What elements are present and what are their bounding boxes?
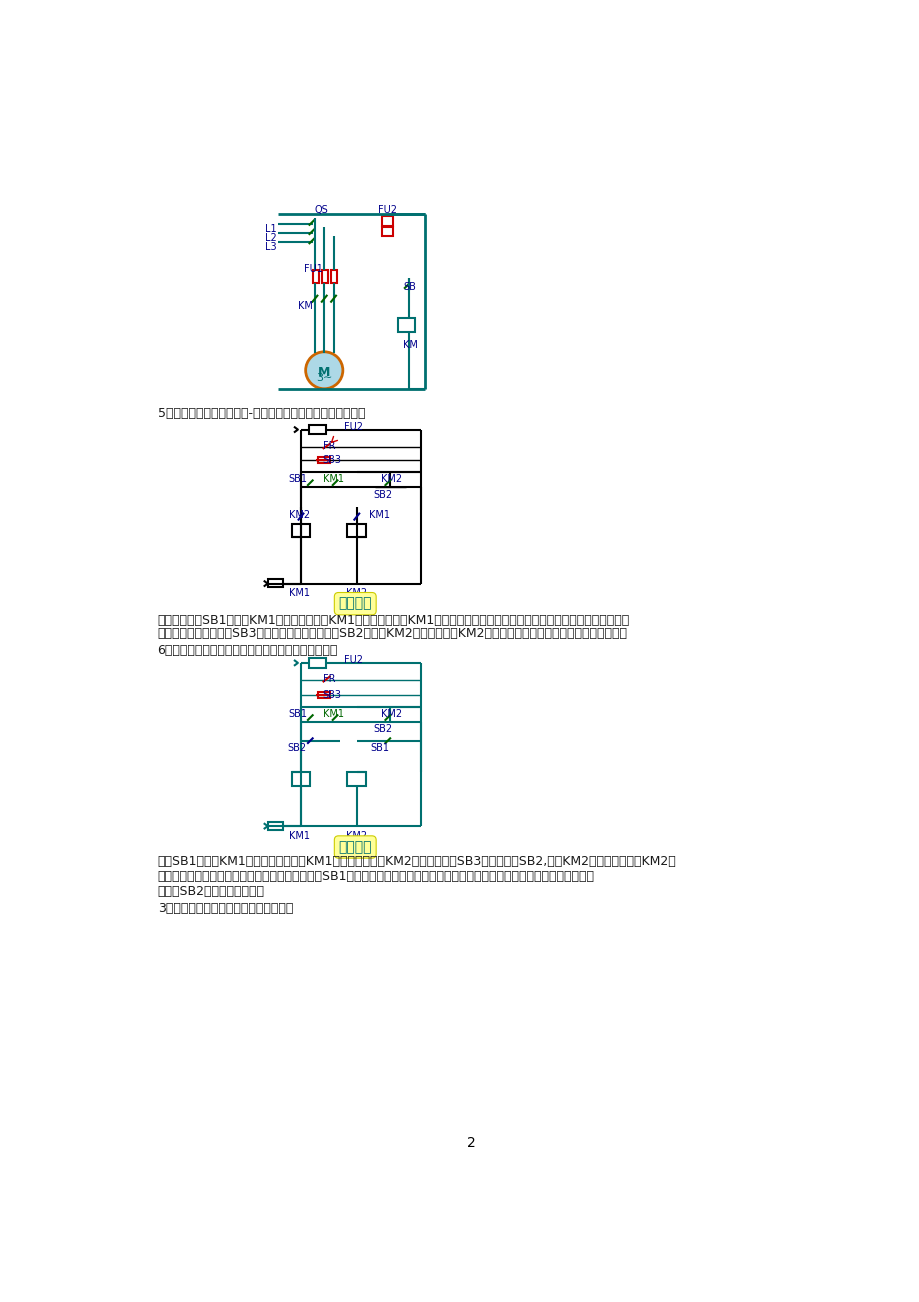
Bar: [322, 271, 328, 283]
Text: 3、简述下列电机控制电路的工作过程。: 3、简述下列电机控制电路的工作过程。: [157, 901, 292, 914]
Text: 5、请根据如图所示的继电-接触控制电路图，分析控制过程。: 5、请根据如图所示的继电-接触控制电路图，分析控制过程。: [157, 408, 365, 421]
Bar: [382, 227, 392, 237]
Text: SB: SB: [403, 281, 415, 292]
Text: 锁；主电路的主触点闭合，电机得电转动起来。在SB1得电时，常开触点与常闭触点相互呼应，一得电一失电，构成了互锁电路。: 锁；主电路的主触点闭合，电机得电转动起来。在SB1得电时，常开触点与常闭触点相互…: [157, 870, 594, 883]
Bar: [309, 424, 325, 434]
Text: SB1: SB1: [289, 710, 307, 719]
Text: 电；需要反转时，按下SB3电机停止运转。然后按下SB2，线圈KM2得电，其触点KM2自锁，主电路实现主触点闭合，电机反转。: 电；需要反转时，按下SB3电机停止运转。然后按下SB2，线圈KM2得电，其触点K…: [157, 628, 627, 641]
Text: 控制电路: 控制电路: [338, 596, 371, 611]
Text: KM2: KM2: [346, 589, 367, 598]
Text: SB3: SB3: [323, 454, 341, 465]
Bar: [397, 318, 414, 332]
Text: FR: FR: [323, 674, 335, 685]
Text: KM2: KM2: [346, 831, 367, 841]
Text: 同理，SB2的作用也是一样。: 同理，SB2的作用也是一样。: [157, 884, 265, 897]
Text: FU2: FU2: [378, 204, 397, 215]
Text: SB1: SB1: [370, 743, 390, 753]
Text: KM1: KM1: [323, 710, 344, 719]
Bar: [291, 772, 310, 786]
Text: KM2: KM2: [380, 474, 402, 484]
Text: 3∼: 3∼: [316, 374, 332, 383]
Text: KM2: KM2: [380, 710, 402, 719]
Text: M: M: [318, 366, 330, 379]
Bar: [291, 523, 310, 538]
Text: 按下SB1，线圈KM1得电，其辅助触点KM1自锁，同时断开KM2的线圈；按下SB3停止；按下SB2,线圈KM2得电，辅助触点KM2自: 按下SB1，线圈KM1得电，其辅助触点KM1自锁，同时断开KM2的线圈；按下SB…: [157, 855, 675, 868]
Bar: [382, 216, 392, 225]
Bar: [318, 693, 330, 698]
Text: L2: L2: [265, 233, 276, 243]
Bar: [267, 822, 283, 829]
Text: KM1: KM1: [323, 474, 344, 484]
Text: SB2: SB2: [287, 743, 306, 753]
Circle shape: [305, 352, 343, 389]
Text: 6、请分析如下电路的工作过程，说明互锁器件的作用: 6、请分析如下电路的工作过程，说明互锁器件的作用: [157, 644, 337, 658]
Text: L1: L1: [265, 224, 276, 234]
Text: QS: QS: [314, 204, 328, 215]
Text: FU2: FU2: [344, 422, 363, 432]
Text: KM: KM: [298, 301, 312, 311]
Text: L3: L3: [265, 242, 276, 253]
Bar: [347, 523, 366, 538]
Bar: [267, 579, 283, 587]
Text: FU2: FU2: [344, 655, 363, 665]
Text: KM1: KM1: [289, 831, 310, 841]
Text: 控制电路: 控制电路: [338, 840, 371, 854]
Text: KM2: KM2: [289, 510, 310, 521]
Text: KM1: KM1: [369, 510, 390, 521]
Text: 2: 2: [467, 1135, 475, 1150]
Text: FR: FR: [323, 441, 335, 450]
Bar: [331, 271, 337, 283]
Text: SB2: SB2: [373, 490, 391, 500]
Text: SB3: SB3: [323, 690, 341, 700]
Bar: [312, 271, 319, 283]
Bar: [347, 772, 366, 786]
Bar: [309, 659, 325, 668]
Text: SB2: SB2: [373, 724, 391, 734]
Text: 答：首先按下SB1，线圈KM1得电，常开触点KM1闭合。主电路的KM1主触点闭合，电机正转，同时互锁电路防止电机反转线圈得: 答：首先按下SB1，线圈KM1得电，常开触点KM1闭合。主电路的KM1主触点闭合…: [157, 613, 630, 626]
Text: KM1: KM1: [289, 589, 310, 598]
Text: KM: KM: [403, 340, 418, 349]
Bar: [318, 457, 330, 464]
Text: FU1: FU1: [304, 264, 323, 273]
Text: SB1: SB1: [289, 474, 307, 484]
